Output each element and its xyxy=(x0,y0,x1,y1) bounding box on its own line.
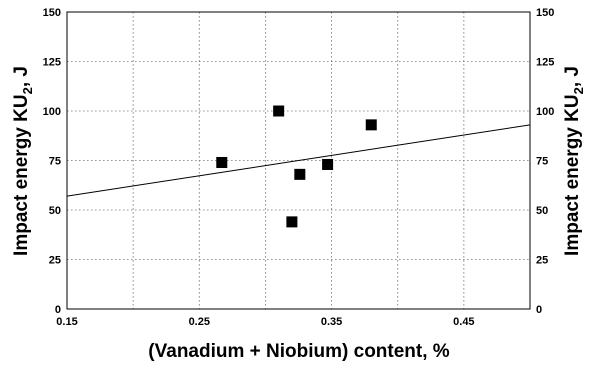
y-tick-label-left: 25 xyxy=(49,255,61,267)
data-layer xyxy=(66,105,531,228)
y-axis-title-left-main: Impact energy KU xyxy=(11,94,32,256)
y-tick-label-left: 100 xyxy=(43,106,61,118)
y-axis-title-left-subscript: 2 xyxy=(20,87,35,94)
x-axis-title: (Vanadium + Niobium) content, % xyxy=(148,341,449,362)
y-tick-label-right: 25 xyxy=(536,255,548,267)
y-axis-title-left-tail: , J xyxy=(11,66,32,87)
y-tick-label-right: 75 xyxy=(536,156,548,168)
data-point xyxy=(294,168,306,180)
plot-area-frame xyxy=(66,11,531,310)
y-axis-title-right-main: Impact energy KU xyxy=(562,94,583,256)
x-tick-label: 0.15 xyxy=(56,316,77,328)
y-axis-title-right-subscript: 2 xyxy=(571,87,586,94)
y-tick-label-right: 50 xyxy=(536,205,548,217)
x-tick-label: 0.25 xyxy=(189,316,210,328)
trend-line xyxy=(66,124,531,197)
y-tick-label-right: 150 xyxy=(536,7,554,19)
x-tick-label: 0.45 xyxy=(453,316,474,328)
y-axis-title-left: Impact energy KU2, J xyxy=(11,66,35,256)
x-tick-label: 0.35 xyxy=(321,316,342,328)
data-point xyxy=(365,119,377,131)
y-tick-label-right: 0 xyxy=(536,304,542,316)
y-tick-label-left: 75 xyxy=(49,156,61,168)
y-axis-title-right: Impact energy KU2, J xyxy=(562,66,586,256)
data-point xyxy=(322,158,334,170)
data-point xyxy=(273,105,285,117)
data-point xyxy=(216,156,228,168)
y-tick-label-left: 50 xyxy=(49,205,61,217)
tick-labels: 0.15 0.25 0.35 0.45 0 0 25 25 50 50 75 75 100 100 125 1… xyxy=(43,7,555,328)
y-axis-title-right-tail: , J xyxy=(562,66,583,87)
y-tick-label-left: 150 xyxy=(43,7,61,19)
y-tick-label-left: 0 xyxy=(55,304,61,316)
y-tick-label-left: 125 xyxy=(43,57,61,69)
y-tick-label-right: 100 xyxy=(536,106,554,118)
y-tick-label-right: 125 xyxy=(536,57,554,69)
data-point xyxy=(286,216,298,228)
